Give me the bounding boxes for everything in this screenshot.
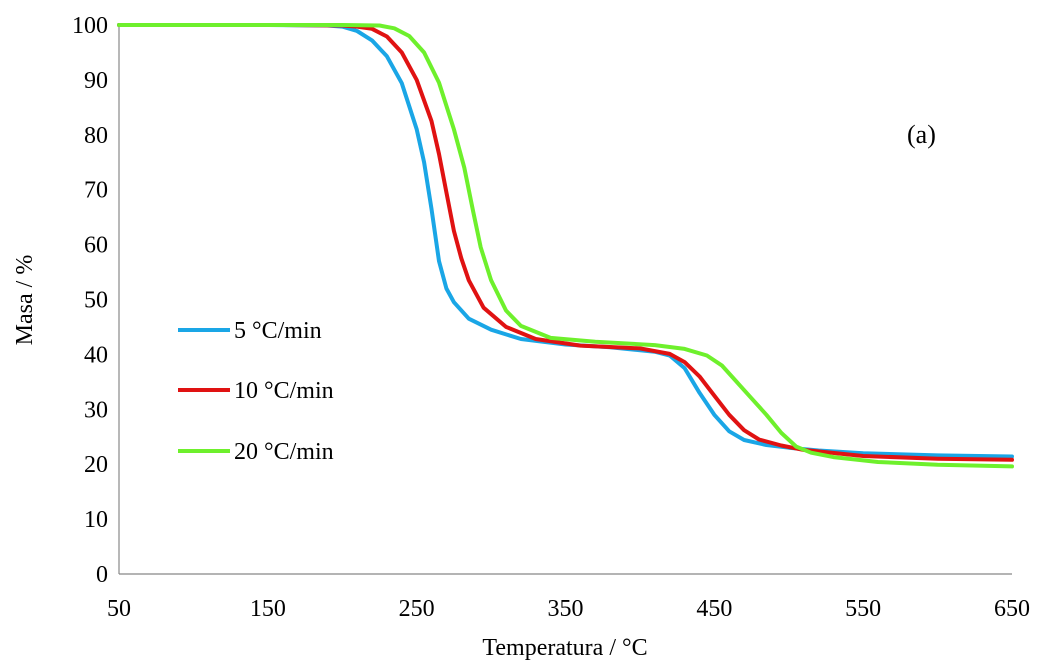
y-tick-label: 30 [84, 397, 108, 423]
y-tick-label: 40 [84, 342, 108, 368]
legend: 5 °C/min 10 °C/min 20 °C/min [178, 318, 334, 465]
y-tick-label: 60 [84, 233, 108, 259]
x-axis-title: Temperatura / °C [482, 635, 647, 661]
x-tick-label: 350 [548, 596, 584, 622]
y-axis-title: Masa / % [12, 255, 38, 346]
x-tick-label: 150 [250, 596, 286, 622]
y-tick-label: 20 [84, 452, 108, 478]
legend-label: 5 °C/min [234, 318, 322, 344]
panel-annotation: (a) [907, 120, 936, 149]
series-line [117, 23, 1014, 469]
y-tick-label: 70 [84, 178, 108, 204]
y-tick-label: 100 [72, 13, 108, 39]
legend-label: 10 °C/min [234, 378, 334, 404]
plot-area: 0 10 20 30 40 50 60 70 80 90 100 50 150 250 350 450 550… [72, 13, 1030, 622]
y-tick-label: 80 [84, 123, 108, 149]
series-lines [117, 23, 1014, 469]
y-tick-label: 10 [84, 507, 108, 533]
series-line [117, 23, 1014, 459]
y-tick-label: 50 [84, 288, 108, 314]
x-tick-labels: 50 150 250 350 450 550 650 [107, 596, 1030, 622]
x-tick-label: 50 [107, 596, 131, 622]
legend-label: 20 °C/min [234, 439, 334, 465]
y-tick-label: 0 [96, 562, 108, 588]
x-tick-label: 650 [994, 596, 1030, 622]
series-line [117, 23, 1014, 462]
y-tick-labels: 0 10 20 30 40 50 60 70 80 90 100 [72, 13, 108, 588]
x-tick-label: 550 [845, 596, 881, 622]
x-tick-label: 250 [399, 596, 435, 622]
y-tick-label: 90 [84, 68, 108, 94]
x-tick-label: 450 [696, 596, 732, 622]
